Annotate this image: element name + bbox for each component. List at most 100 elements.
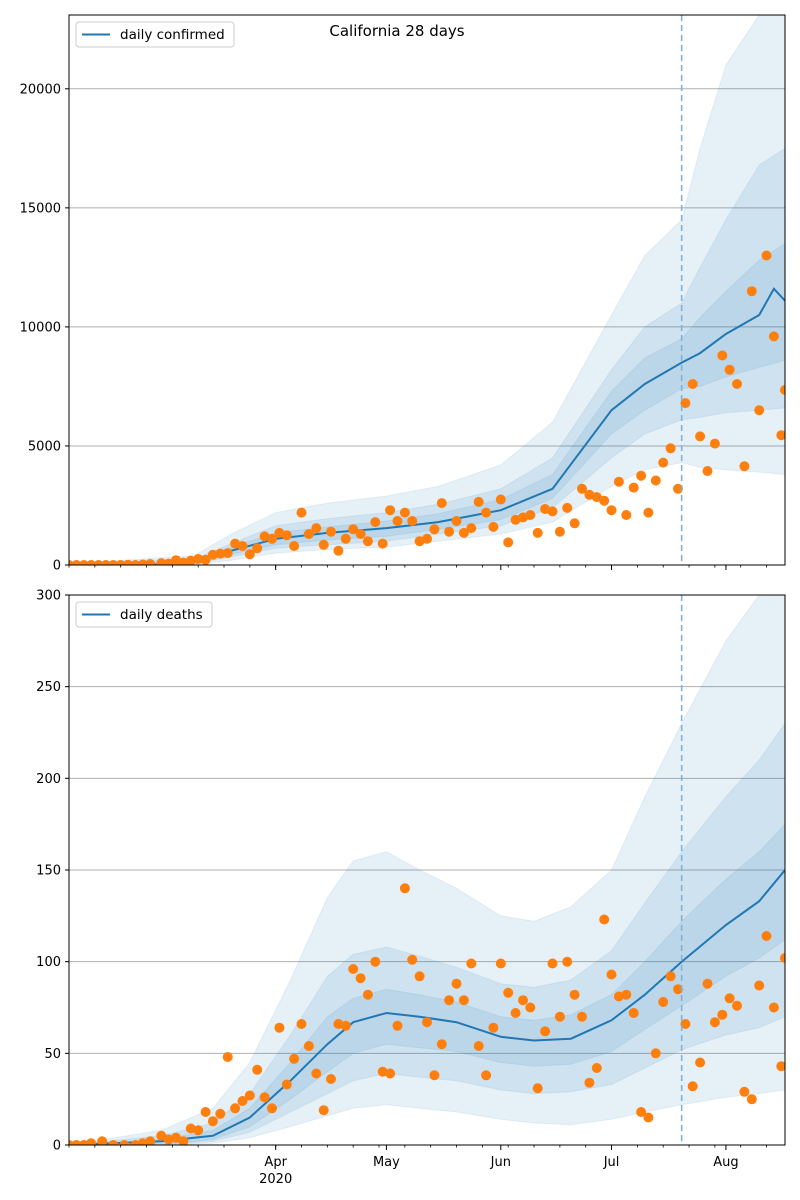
data-point-86	[702, 466, 713, 476]
y-tick-label: 15000	[20, 201, 61, 216]
x-tick-label: Apr	[264, 1155, 287, 1170]
data-point-48	[436, 1039, 447, 1050]
data-point-65	[562, 956, 573, 967]
data-point-31	[296, 507, 307, 518]
data-point-75	[636, 1107, 647, 1117]
data-point-39	[355, 529, 366, 539]
band-outer	[69, 595, 785, 1145]
data-point-73	[621, 989, 632, 1000]
data-point-67	[577, 1011, 587, 1022]
data-point-34	[318, 539, 329, 550]
data-point-84	[687, 379, 698, 389]
data-point-9	[145, 1136, 156, 1145]
data-point-4	[97, 1136, 108, 1145]
data-point-21	[237, 1096, 248, 1106]
plot-frame	[68, 14, 786, 566]
data-point-3	[86, 1138, 97, 1145]
data-point-95	[768, 331, 779, 342]
data-point-92	[761, 931, 772, 941]
data-point-39	[370, 956, 381, 967]
data-point-6	[119, 1140, 130, 1145]
data-point-22	[244, 1090, 255, 1101]
data-point-79	[665, 971, 676, 982]
data-point-24	[259, 1092, 270, 1103]
data-point-33	[326, 1074, 336, 1084]
data-point-56	[481, 507, 492, 518]
data-point-5	[100, 560, 111, 565]
data-point-7	[115, 560, 126, 565]
data-point-96	[776, 430, 785, 441]
data-point-60	[525, 1002, 536, 1013]
data-point-77	[636, 470, 647, 481]
data-point-31	[311, 1068, 322, 1079]
data-point-83	[680, 398, 691, 409]
legend: daily deaths	[75, 601, 213, 628]
data-point-68	[584, 1077, 595, 1088]
data-point-87	[724, 993, 735, 1004]
y-tick-label: 300	[36, 589, 61, 604]
data-point-36	[348, 964, 359, 974]
data-point-76	[628, 482, 639, 493]
data-point-50	[451, 978, 462, 989]
data-point-50	[436, 498, 447, 509]
data-point-56	[495, 958, 506, 969]
data-point-41	[370, 517, 381, 528]
data-point-25	[252, 543, 263, 554]
data-point-20	[230, 1103, 241, 1114]
data-point-28	[289, 1053, 300, 1064]
data-point-1	[71, 1140, 82, 1145]
data-point-20	[215, 548, 226, 559]
data-point-15	[178, 557, 189, 565]
data-point-57	[503, 987, 514, 998]
data-point-88	[732, 1000, 742, 1011]
data-point-95	[780, 953, 785, 963]
data-point-11	[145, 559, 156, 565]
data-point-78	[658, 997, 669, 1007]
y-tick-label: 0	[53, 1139, 61, 1154]
data-point-88	[717, 350, 728, 361]
data-point-12	[171, 1132, 181, 1143]
data-point-61	[532, 1083, 543, 1094]
data-point-24	[244, 549, 255, 560]
data-point-85	[695, 431, 706, 442]
data-point-79	[650, 475, 661, 486]
legend: daily confirmed	[75, 21, 235, 48]
data-point-43	[399, 883, 410, 894]
data-point-66	[554, 526, 565, 537]
data-point-18	[200, 554, 211, 565]
data-point-54	[481, 1070, 492, 1081]
data-point-26	[274, 1022, 285, 1033]
data-point-82	[687, 1081, 698, 1092]
data-point-87	[709, 438, 720, 449]
data-point-25	[267, 1103, 277, 1114]
x-tick-label: Aug	[713, 1155, 738, 1170]
x-tick-year-label: 2020	[259, 1172, 292, 1187]
data-point-81	[680, 1019, 691, 1029]
data-point-53	[458, 527, 469, 538]
data-point-45	[414, 971, 425, 982]
data-point-52	[466, 958, 477, 969]
data-point-97	[780, 385, 785, 395]
data-point-19	[222, 1052, 233, 1062]
confirmed-chart-panel: 0 5000 10000 15000 20000 daily confirmed	[20, 14, 786, 574]
band-inner	[69, 823, 785, 1145]
legend-box	[75, 601, 213, 628]
data-point-55	[473, 496, 484, 507]
data-point-83	[695, 1057, 706, 1068]
data-point-18	[215, 1108, 226, 1119]
data-point-3	[86, 560, 97, 565]
data-point-93	[754, 405, 765, 416]
data-point-76	[643, 1112, 654, 1123]
data-point-49	[429, 524, 440, 535]
data-point-80	[673, 984, 683, 995]
data-point-58	[495, 494, 506, 505]
data-point-19	[207, 549, 218, 560]
data-point-71	[606, 969, 617, 980]
data-point-72	[599, 495, 610, 506]
data-point-30	[303, 1041, 314, 1051]
data-point-46	[422, 1017, 432, 1028]
data-point-43	[385, 505, 396, 516]
data-point-15	[193, 1125, 204, 1136]
data-point-44	[407, 954, 418, 965]
y-tick-label: 100	[36, 955, 61, 970]
